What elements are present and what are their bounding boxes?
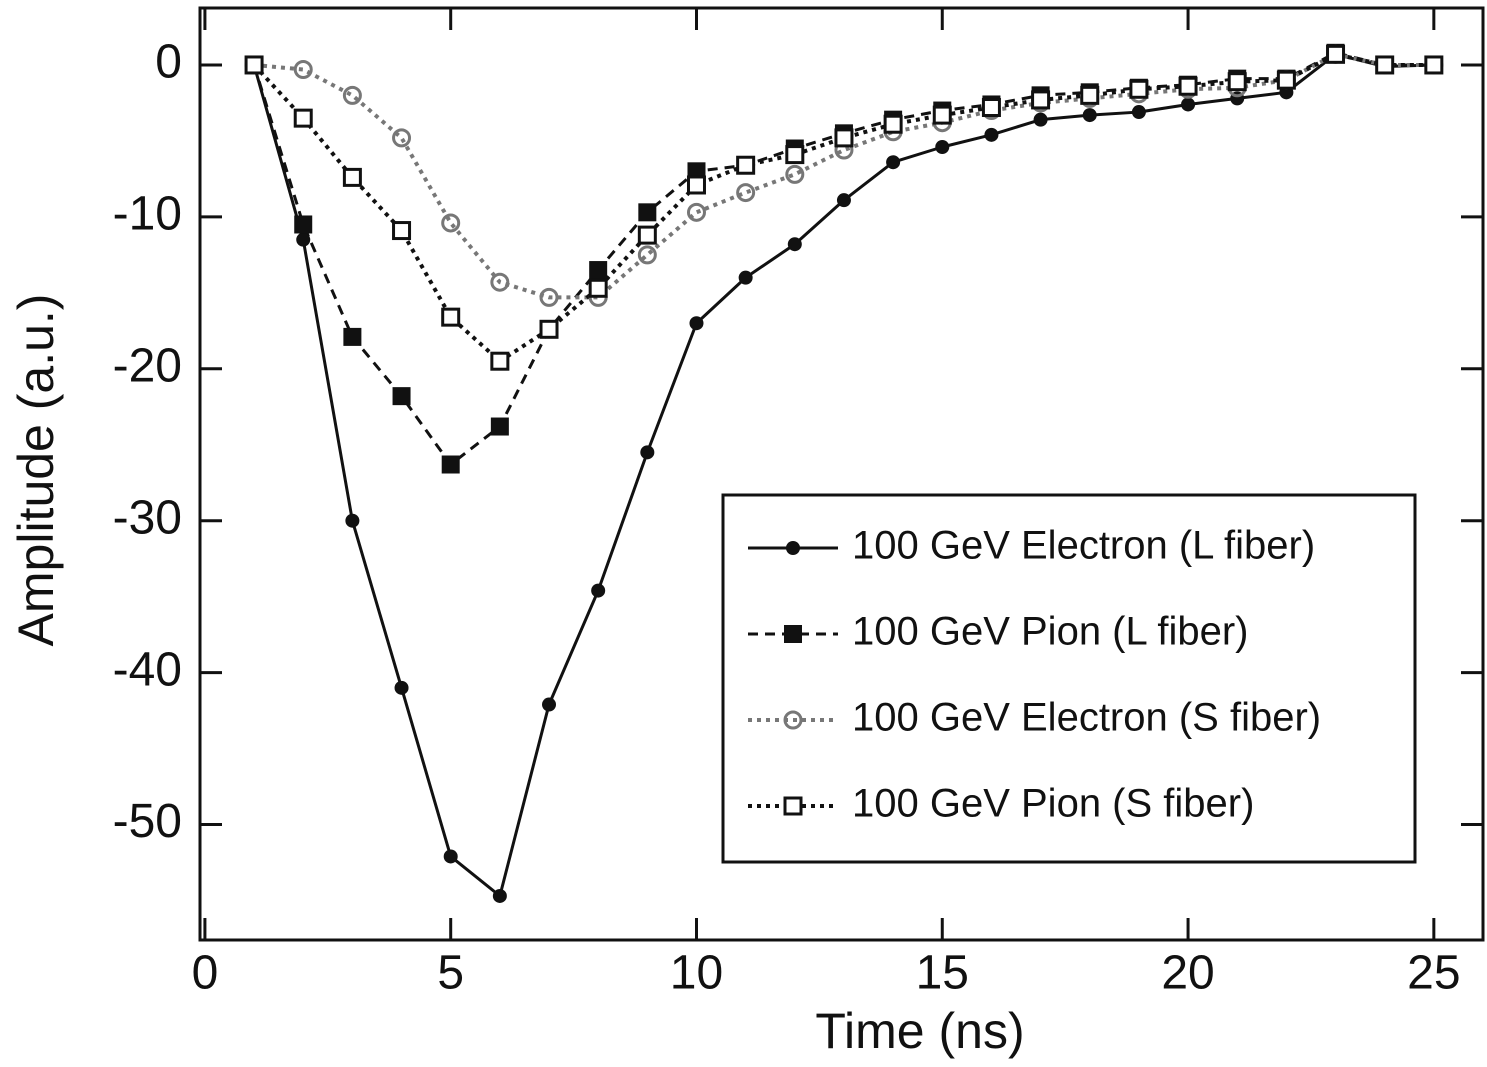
- point-marker: [1276, 70, 1296, 90]
- point-marker: [296, 232, 311, 247]
- x-tick-label: 15: [916, 947, 969, 1000]
- y-tick-label: -20: [113, 339, 182, 392]
- legend-label: 100 GeV Electron (S fiber): [852, 696, 1321, 740]
- point-marker: [984, 127, 999, 142]
- series-line: [253, 52, 1434, 300]
- point-marker: [244, 55, 264, 75]
- point-marker: [392, 387, 411, 406]
- point-marker: [343, 327, 362, 346]
- x-tick-label: 5: [437, 947, 464, 1000]
- point-marker: [638, 203, 657, 222]
- legend-marker: [786, 541, 800, 555]
- point-marker: [441, 213, 461, 233]
- x-tick-label: 10: [670, 947, 723, 1000]
- point-marker: [935, 140, 950, 155]
- point-marker: [539, 287, 559, 307]
- point-marker: [1082, 108, 1097, 123]
- point-marker: [490, 351, 510, 371]
- point-marker: [1031, 90, 1051, 110]
- point-marker: [686, 175, 706, 195]
- point-marker: [1080, 85, 1100, 105]
- point-marker: [490, 272, 510, 292]
- point-marker: [932, 105, 952, 125]
- y-tick-label: -30: [113, 491, 182, 544]
- point-marker: [689, 316, 704, 331]
- point-marker: [1178, 76, 1198, 96]
- point-marker: [293, 108, 313, 128]
- point-marker: [392, 221, 412, 241]
- point-marker: [542, 697, 557, 712]
- point-marker: [883, 114, 903, 134]
- point-marker: [293, 60, 313, 80]
- point-marker: [785, 164, 805, 184]
- legend-marker: [783, 796, 803, 816]
- legend-label: 100 GeV Electron (L fiber): [852, 524, 1315, 568]
- legend-marker: [783, 710, 803, 730]
- point-marker: [736, 183, 756, 203]
- x-tick-label: 25: [1407, 947, 1460, 1000]
- point-marker: [736, 155, 756, 175]
- point-marker: [787, 237, 802, 252]
- y-tick-label: 0: [155, 36, 182, 89]
- y-tick-label: -50: [113, 795, 182, 848]
- point-marker: [539, 319, 559, 339]
- point-marker: [490, 417, 509, 436]
- point-marker: [1033, 112, 1048, 127]
- legend: 100 GeV Electron (L fiber) 100 GeV Pion (…: [721, 493, 1417, 864]
- point-marker: [1227, 72, 1247, 92]
- point-marker: [392, 128, 412, 148]
- point-marker: [342, 167, 362, 187]
- x-axis-label: Time (ns): [815, 1003, 1024, 1059]
- legend-box: [721, 493, 1417, 864]
- point-marker: [492, 888, 507, 903]
- series-line: [252, 51, 1434, 467]
- point-marker: [686, 202, 706, 222]
- point-marker: [294, 215, 313, 234]
- point-marker: [1375, 55, 1395, 75]
- point-marker: [836, 193, 851, 208]
- point-marker: [785, 145, 805, 165]
- point-marker: [738, 270, 753, 285]
- point-marker: [441, 307, 461, 327]
- point-marker: [588, 278, 608, 298]
- point-marker: [345, 513, 360, 528]
- point-marker: [342, 85, 362, 105]
- point-marker: [1181, 97, 1196, 112]
- point-marker: [441, 455, 460, 474]
- point-marker: [886, 155, 901, 170]
- point-marker: [1129, 79, 1149, 99]
- point-marker: [394, 680, 409, 695]
- point-marker: [1424, 55, 1444, 75]
- y-tick-label: -40: [113, 643, 182, 696]
- point-marker: [1326, 44, 1346, 64]
- x-tick-label: 20: [1161, 947, 1214, 1000]
- point-marker: [589, 261, 608, 280]
- plot-frame: [198, 6, 1485, 942]
- x-tick-label: 0: [192, 947, 219, 1000]
- y-axis-label: Amplitude (a.u.): [8, 294, 64, 647]
- point-marker: [637, 225, 657, 245]
- point-marker: [443, 849, 458, 864]
- legend-label: 100 GeV Pion (L fiber): [852, 610, 1249, 654]
- point-marker: [834, 128, 854, 148]
- point-marker: [1131, 105, 1146, 120]
- series-line: [252, 52, 1434, 364]
- y-tick-label: -10: [113, 188, 182, 241]
- legend-marker: [784, 625, 802, 643]
- point-marker: [637, 245, 657, 265]
- point-marker: [591, 583, 606, 598]
- legend-label: 100 GeV Pion (S fiber): [852, 782, 1254, 826]
- point-marker: [981, 98, 1001, 118]
- point-marker: [640, 445, 655, 460]
